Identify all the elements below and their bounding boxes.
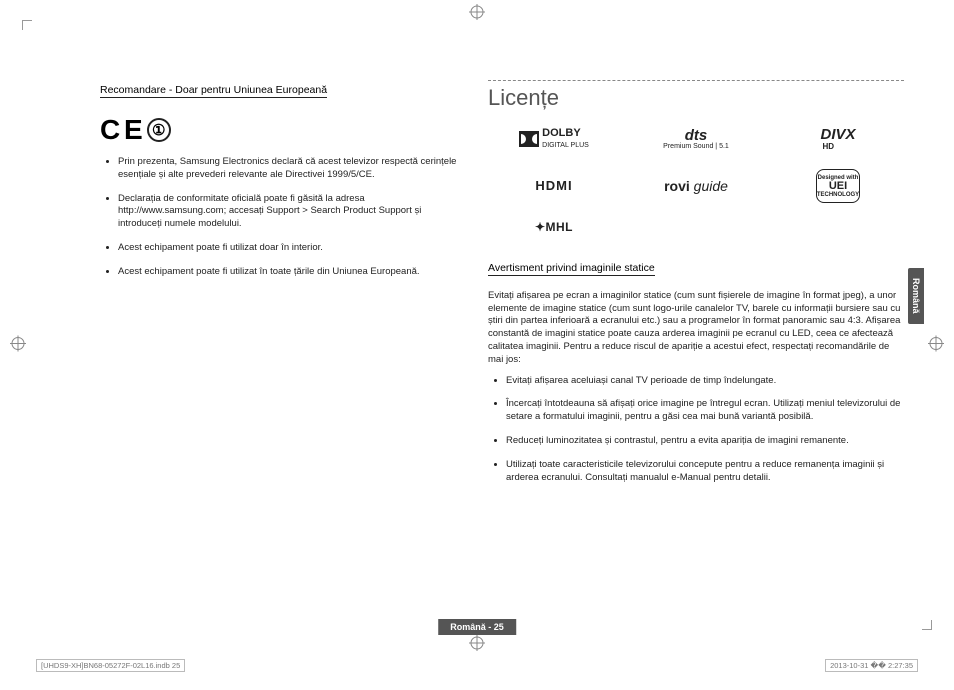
crop-mark-br: [922, 620, 932, 630]
warning-bullet-item: Reduceți luminozitatea și contrastul, pe…: [506, 435, 904, 448]
warning-bullet-list: Evitați afișarea aceluiași canal TV peri…: [488, 375, 904, 485]
dts-logo: dts Premium Sound | 5.1: [663, 128, 729, 151]
registration-mark-right: [928, 336, 944, 355]
manual-page: Recomandare - Doar pentru Uniunea Europe…: [0, 0, 954, 690]
warning-bullet-item: Încercați întotdeauna să afișați orice i…: [506, 398, 904, 424]
registration-mark-bottom: [469, 635, 485, 654]
divx-name: DIVX: [820, 127, 855, 143]
footer-filename: [UHDS9-XH]BN68-05272F-02L16.indb 25: [36, 659, 185, 672]
dolby-name: DOLBY: [542, 127, 581, 139]
divx-logo: DIVX HD: [820, 127, 855, 151]
eu-recommendation-heading: Recomandare - Doar pentru Uniunea Europe…: [100, 84, 327, 98]
eu-bullet-item: Acest echipament poate fi utilizat în to…: [118, 266, 460, 279]
registration-mark-left: [10, 336, 26, 355]
dts-sub: Premium Sound | 5.1: [663, 143, 729, 150]
uei-mid: UEI: [829, 181, 847, 192]
right-column: Licențe DOLBY DIGITAL PLUS dts Premium S…: [488, 80, 904, 495]
left-column: Recomandare - Doar pentru Uniunea Europe…: [100, 80, 460, 495]
eu-bullet-item: Prin prezenta, Samsung Electronics decla…: [118, 156, 460, 182]
registration-mark-top: [469, 4, 485, 23]
eu-bullet-list: Prin prezenta, Samsung Electronics decla…: [100, 156, 460, 279]
static-images-warning-paragraph: Evitați afișarea pe ecran a imaginilor s…: [488, 290, 904, 367]
footer-timestamp: 2013-10-31 �� 2:27:35: [825, 659, 918, 672]
crop-mark-tl: [22, 20, 32, 30]
mhl-logo: ✦MHL: [535, 221, 573, 234]
info-circle-icon: ①: [147, 118, 171, 142]
rovi-logo: rovi guide: [664, 179, 728, 194]
uei-bot: TECHNOLOGY: [817, 192, 859, 198]
eu-bullet-item: Acest echipament poate fi utilizat doar …: [118, 242, 460, 255]
eu-bullet-item: Declarația de conformitate oficială poat…: [118, 193, 460, 231]
dolby-logo: DOLBY DIGITAL PLUS: [519, 128, 589, 151]
dts-name: dts: [685, 128, 708, 144]
section-divider: [488, 80, 904, 81]
licenses-title: Licențe: [488, 85, 904, 111]
license-logo-grid: DOLBY DIGITAL PLUS dts Premium Sound | 5…: [488, 127, 904, 234]
dolby-icon: [519, 131, 539, 147]
static-images-warning-heading: Avertisment privind imaginile statice: [488, 262, 655, 276]
ce-mark-row: C E ①: [100, 114, 460, 146]
ce-mark-icon: C E: [100, 114, 141, 146]
divx-sub: HD: [822, 143, 834, 151]
uei-logo: Designed with UEI TECHNOLOGY: [816, 169, 860, 203]
warning-bullet-item: Utilizați toate caracteristicile televiz…: [506, 459, 904, 485]
warning-bullet-item: Evitați afișarea aceluiași canal TV peri…: [506, 375, 904, 388]
rovi-rest: guide: [690, 178, 728, 194]
language-tab: Română: [908, 268, 924, 324]
content-columns: Recomandare - Doar pentru Uniunea Europe…: [100, 80, 904, 495]
rovi-bold: rovi: [664, 178, 690, 194]
page-number: Română - 25: [438, 619, 516, 635]
hdmi-logo: HDMI: [535, 179, 572, 193]
dolby-sub: DIGITAL PLUS: [542, 142, 589, 149]
print-footer: [UHDS9-XH]BN68-05272F-02L16.indb 25 2013…: [36, 659, 918, 672]
